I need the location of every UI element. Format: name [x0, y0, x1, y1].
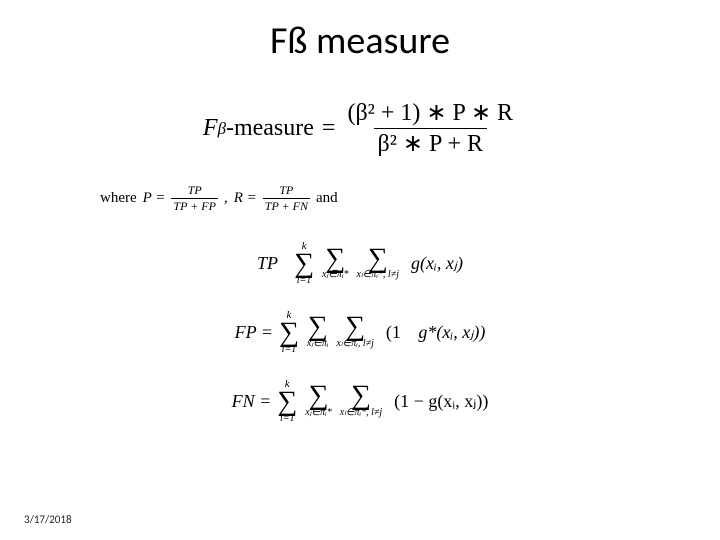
sigma-icon: ∑ [308, 384, 328, 408]
fp-sum2-bot: xⱼ∈πᵢ [307, 339, 329, 349]
fn-sum3: ∑ xₗ∈πᵢ*, l≠j [340, 384, 382, 418]
equation-fn: FN = k ∑ i=1 ∑ xⱼ∈πᵢ* ∑ xₗ∈πᵢ*, l≠j (1 −… [90, 379, 630, 424]
fbeta-lhs-suffix: -measure [226, 115, 314, 142]
equation-where: where P = TP TP + FP , R = TP TP + FN an… [100, 184, 630, 213]
where-r-den: TP + FN [263, 198, 310, 213]
tp-sum2-bot: xⱼ∈πᵢ* [322, 270, 349, 280]
fn-sum1: k ∑ i=1 [277, 379, 297, 424]
where-prefix: where [100, 190, 137, 207]
where-p-den: TP + FP [171, 198, 218, 213]
tp-sum3-bot: xₗ∈πᵢ*, l≠j [357, 270, 399, 280]
sigma-icon: ∑ [325, 247, 345, 271]
slide: Fß measure Fβ-measure = (β² + 1) ∗ P ∗ R… [0, 0, 720, 540]
fn-sum2: ∑ xⱼ∈πᵢ* [305, 384, 332, 418]
content-area: Fβ-measure = (β² + 1) ∗ P ∗ R β² ∗ P + R… [0, 100, 720, 448]
sigma-icon: ∑ [308, 315, 328, 339]
tp-rhs: g(xᵢ, xⱼ) [411, 253, 463, 274]
fp-sum3-bot: xₗ∈πᵢ, l≠j [336, 339, 373, 349]
fbeta-den: β² ∗ P + R [374, 128, 488, 157]
where-p-num: TP [186, 184, 204, 198]
fn-sum2-bot: xⱼ∈πᵢ* [305, 408, 332, 418]
equation-fp: FP = k ∑ i=1 ∑ xⱼ∈πᵢ ∑ xₗ∈πᵢ, l≠j (1 g*(… [90, 310, 630, 355]
equation-fbeta: Fβ-measure = (β² + 1) ∗ P ∗ R β² ∗ P + R [90, 100, 630, 158]
fp-sum1-bot: i=1 [282, 345, 297, 355]
footer-date: 3/17/2018 [24, 513, 72, 526]
where-r-frac: TP TP + FN [263, 184, 310, 213]
tp-sum3: ∑ xₗ∈πᵢ*, l≠j [357, 247, 399, 281]
sigma-icon: ∑ [294, 252, 314, 276]
where-sep1: , [224, 190, 228, 207]
fp-rhs-mid: g*(xᵢ, xⱼ)) [405, 322, 485, 343]
fp-rhs-open: (1 [386, 322, 401, 343]
where-r-num: TP [277, 184, 295, 198]
equation-tp: TP k ∑ i=1 ∑ xⱼ∈πᵢ* ∑ xₗ∈πᵢ*, l≠j g(xᵢ, … [90, 241, 630, 286]
where-p-frac: TP TP + FP [171, 184, 218, 213]
fbeta-lhs-sub: β [218, 119, 226, 139]
fp-sum1: k ∑ i=1 [279, 310, 299, 355]
fn-sum1-bot: i=1 [280, 414, 295, 424]
fn-rhs: (1 − g(xᵢ, xⱼ)) [394, 391, 488, 412]
tp-sum1-bot: i=1 [297, 276, 312, 286]
slide-title: Fß measure [0, 18, 720, 64]
sigma-icon: ∑ [279, 321, 299, 345]
fp-sum2: ∑ xⱼ∈πᵢ [307, 315, 329, 349]
fbeta-num: (β² + 1) ∗ P ∗ R [343, 100, 517, 128]
where-p-lhs: P = [143, 190, 166, 207]
fn-lhs: FN = [232, 391, 272, 412]
sigma-icon: ∑ [345, 315, 365, 339]
tp-sum2: ∑ xⱼ∈πᵢ* [322, 247, 349, 281]
sigma-icon: ∑ [351, 384, 371, 408]
fbeta-lhs-f: F [203, 115, 218, 142]
fbeta-equals: = [322, 115, 336, 142]
sigma-icon: ∑ [277, 390, 297, 414]
sigma-icon: ∑ [368, 247, 388, 271]
tp-lhs: TP [257, 253, 278, 274]
tp-sum1: k ∑ i=1 [294, 241, 314, 286]
fp-sum3: ∑ xₗ∈πᵢ, l≠j [336, 315, 373, 349]
where-r-lhs: R = [234, 190, 257, 207]
fn-sum3-bot: xₗ∈πᵢ*, l≠j [340, 408, 382, 418]
fbeta-fraction: (β² + 1) ∗ P ∗ R β² ∗ P + R [343, 100, 517, 158]
fp-lhs: FP = [235, 322, 273, 343]
where-suffix: and [316, 190, 338, 207]
